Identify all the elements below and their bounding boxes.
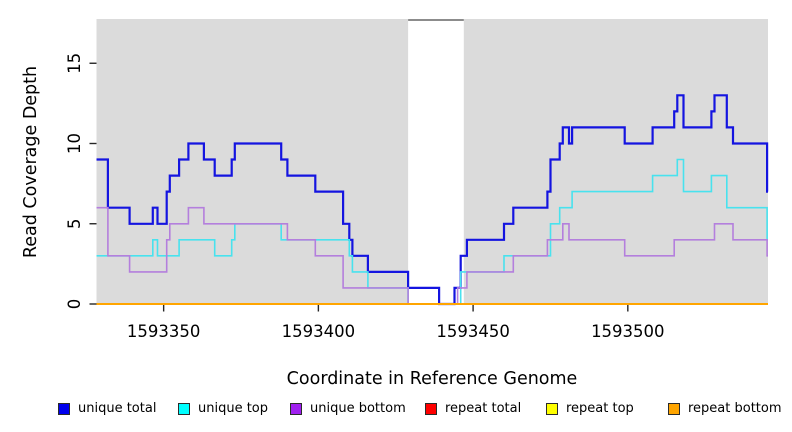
x-tick-label: 1593350: [127, 322, 201, 341]
legend-label: unique bottom: [310, 401, 406, 416]
legend-swatch-unique-bottom: [290, 403, 302, 415]
legend-label: repeat total: [445, 401, 522, 416]
legend-item-repeat-bottom: repeat bottom: [668, 401, 782, 417]
legend-label: repeat top: [566, 401, 634, 416]
series-unique-bottom-line: [96, 206, 768, 305]
legend-swatch-repeat-total: [425, 403, 437, 415]
x-tick-label: 1593500: [591, 322, 665, 341]
legend-item-unique-total: unique total: [58, 401, 156, 417]
legend-swatch-unique-top: [178, 403, 190, 415]
y-axis-title: Read Coverage Depth: [21, 65, 41, 259]
legend-label: repeat bottom: [688, 401, 782, 416]
legend-label: unique total: [78, 401, 157, 416]
legend-item-repeat-top: repeat top: [546, 401, 634, 417]
chart-legend: unique total unique top unique bottom repea…: [0, 401, 792, 425]
legend-item-unique-bottom: unique bottom: [290, 401, 406, 417]
legend-item-repeat-total: repeat total: [425, 401, 521, 417]
legend-item-unique-top: unique top: [178, 401, 268, 417]
y-tick-label: 10: [65, 133, 84, 154]
y-tick-label: 5: [65, 219, 84, 230]
legend-label: unique top: [198, 401, 269, 416]
x-axis-title: Coordinate in Reference Genome: [286, 369, 578, 389]
legend-swatch-repeat-bottom: [668, 403, 680, 415]
legend-swatch-repeat-top: [546, 403, 558, 415]
coverage-chart: 1593350 1593400 1593450 1593500 0 5 10 15: [65, 19, 769, 341]
x-tick-label: 1593400: [282, 322, 356, 341]
x-tick-label: 1593450: [436, 322, 510, 341]
y-tick-label: 0: [65, 299, 84, 310]
legend-swatch-unique-total: [58, 403, 70, 415]
y-tick-label: 15: [65, 53, 84, 74]
gap-band: [408, 19, 464, 304]
